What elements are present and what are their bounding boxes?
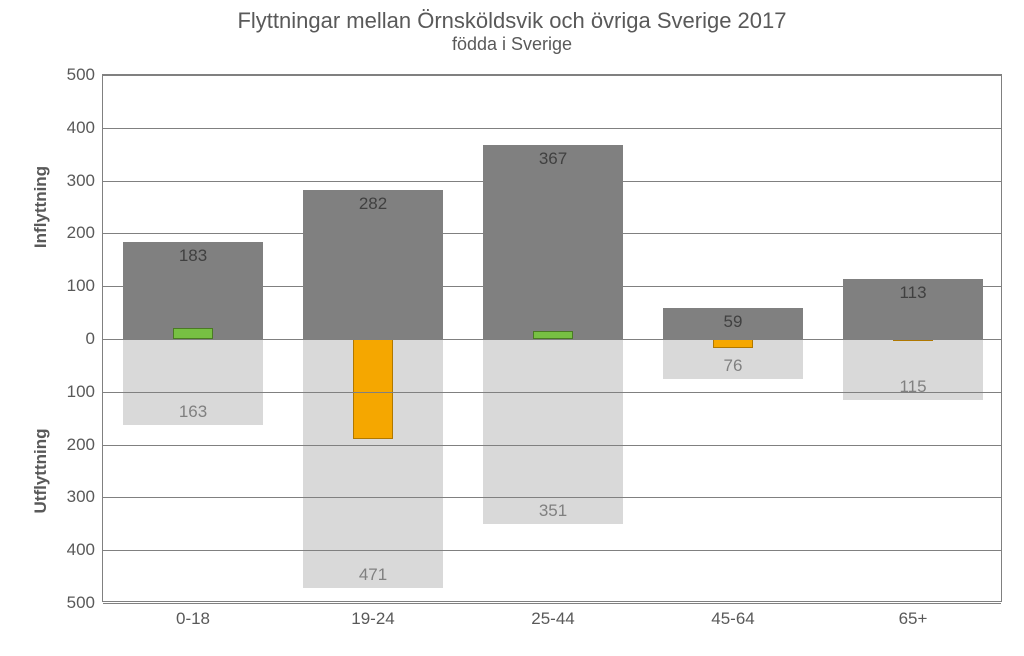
chart-title: Flyttningar mellan Örnsköldsvik och övri…	[0, 8, 1024, 34]
ytick-top-400: 400	[67, 118, 103, 138]
bar-utflyttning-25-44	[483, 339, 623, 524]
bar-net-neg-19-24	[353, 339, 393, 439]
bar-net-neg-65+	[893, 339, 933, 341]
y-axis-label-inflyttning: Inflyttning	[31, 166, 51, 248]
label-utflyttning-25-44: 351	[539, 501, 567, 521]
xtick-0-18: 0-18	[176, 601, 210, 629]
ytick-bot-400: 400	[67, 540, 103, 560]
y-axis-label-utflyttning: Utflyttning	[31, 429, 51, 514]
ytick-top-0: 0	[86, 329, 103, 349]
ytick-top-100: 100	[67, 276, 103, 296]
chart-titles: Flyttningar mellan Örnsköldsvik och övri…	[0, 8, 1024, 55]
label-inflyttning-65+: 113	[899, 283, 926, 303]
plot-area: 0100200300400500100200300400500Inflyttni…	[102, 74, 1002, 602]
xtick-45-64: 45-64	[711, 601, 754, 629]
label-inflyttning-0-18: 183	[179, 246, 207, 266]
label-utflyttning-65+: 115	[899, 377, 926, 397]
top-panel	[103, 75, 1001, 339]
ytick-bot-300: 300	[67, 487, 103, 507]
chart-subtitle: födda i Sverige	[0, 34, 1024, 55]
label-utflyttning-19-24: 471	[359, 565, 387, 585]
ytick-top-200: 200	[67, 223, 103, 243]
xtick-25-44: 25-44	[531, 601, 574, 629]
label-inflyttning-45-64: 59	[724, 312, 743, 332]
bar-inflyttning-25-44	[483, 145, 623, 339]
ytick-bot-200: 200	[67, 435, 103, 455]
bar-net-pos-25-44	[533, 331, 573, 339]
label-utflyttning-45-64: 76	[724, 356, 743, 376]
chart-container: Flyttningar mellan Örnsköldsvik och övri…	[0, 0, 1024, 656]
ytick-bot-100: 100	[67, 382, 103, 402]
label-utflyttning-0-18: 163	[179, 402, 207, 422]
bar-net-neg-45-64	[713, 339, 753, 348]
label-inflyttning-25-44: 367	[539, 149, 567, 169]
xtick-19-24: 19-24	[351, 601, 394, 629]
bottom-panel	[103, 339, 1001, 603]
label-inflyttning-19-24: 282	[359, 194, 387, 214]
xtick-65+: 65+	[899, 601, 928, 629]
ytick-top-300: 300	[67, 171, 103, 191]
bar-net-pos-0-18	[173, 328, 213, 339]
ytick-bot-500: 500	[67, 593, 103, 613]
ytick-top-500: 500	[67, 65, 103, 85]
